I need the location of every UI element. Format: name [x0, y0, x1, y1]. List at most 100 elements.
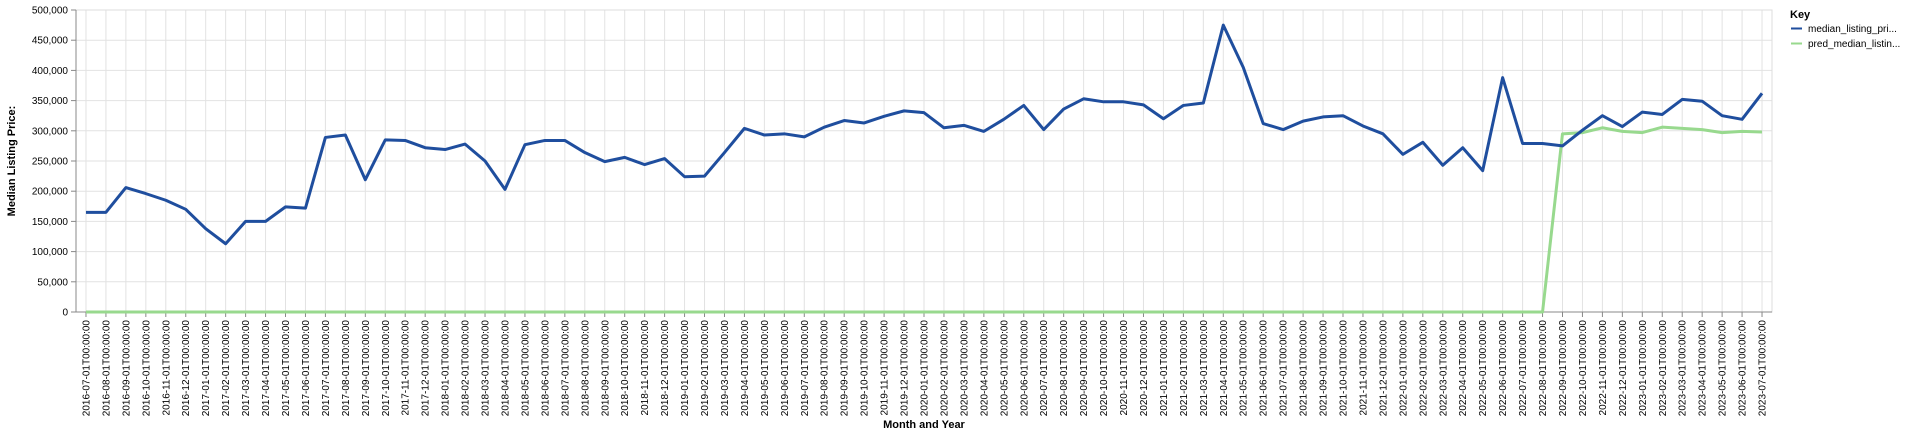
x-tick-label: 2023-01-01T00:00:00	[1638, 320, 1649, 417]
x-tick-label: 2021-12-01T00:00:00	[1378, 320, 1389, 417]
x-tick-label: 2019-04-01T00:00:00	[740, 320, 751, 417]
x-tick-label: 2019-12-01T00:00:00	[900, 320, 911, 417]
x-tick-label: 2017-03-01T00:00:00	[241, 320, 252, 417]
x-tick-label: 2019-02-01T00:00:00	[700, 320, 711, 417]
x-tick-label: 2020-06-01T00:00:00	[1019, 320, 1030, 417]
x-tick-label: 2018-12-01T00:00:00	[660, 320, 671, 417]
x-tick-label: 2021-05-01T00:00:00	[1239, 320, 1250, 417]
legend: Key median_listing_pri... pred_median_lis…	[1790, 9, 1900, 50]
x-tick-label: 2017-06-01T00:00:00	[301, 320, 312, 417]
y-tick-label: 200,000	[32, 187, 69, 198]
legend-label: median_listing_pri...	[1808, 24, 1897, 35]
x-tick-label: 2019-06-01T00:00:00	[780, 320, 791, 417]
x-tick-label: 2020-08-01T00:00:00	[1059, 320, 1070, 417]
y-tick-label: 400,000	[32, 66, 69, 77]
x-tick-label: 2018-06-01T00:00:00	[540, 320, 551, 417]
x-tick-label: 2021-09-01T00:00:00	[1319, 320, 1330, 417]
legend-title: Key	[1790, 9, 1811, 21]
x-tick-label: 2016-07-01T00:00:00	[81, 320, 92, 417]
x-axis-title: Month and Year	[883, 419, 965, 431]
x-tick-label: 2021-11-01T00:00:00	[1358, 320, 1369, 416]
x-tick-label: 2023-02-01T00:00:00	[1658, 320, 1669, 417]
x-tick-label: 2019-05-01T00:00:00	[760, 320, 771, 417]
x-tick-label: 2022-08-01T00:00:00	[1538, 320, 1549, 417]
x-tick-label: 2019-08-01T00:00:00	[820, 320, 831, 417]
x-tick-label: 2017-08-01T00:00:00	[341, 320, 352, 417]
x-tick-label: 2020-04-01T00:00:00	[979, 320, 990, 417]
y-axis-ticks: 0 50,000 100,000 150,000 200,000 250,000 300,0…	[32, 6, 76, 319]
x-tick-label: 2021-08-01T00:00:00	[1299, 320, 1310, 417]
x-tick-label: 2019-09-01T00:00:00	[840, 320, 851, 417]
series-line-median-listing-price	[85, 23, 1764, 246]
x-tick-label: 2021-04-01T00:00:00	[1219, 320, 1230, 417]
x-tick-label: 2022-07-01T00:00:00	[1518, 320, 1529, 417]
x-tick-label: 2019-01-01T00:00:00	[680, 320, 691, 417]
x-tick-label: 2020-09-01T00:00:00	[1079, 320, 1090, 417]
x-tick-label: 2021-06-01T00:00:00	[1259, 320, 1270, 417]
x-tick-label: 2017-11-01T00:00:00	[401, 320, 412, 416]
x-tick-label: 2023-05-01T00:00:00	[1718, 320, 1729, 417]
x-tick-label: 2018-08-01T00:00:00	[580, 320, 591, 417]
legend-label: pred_median_listin...	[1808, 39, 1900, 50]
x-tick-label: 2017-09-01T00:00:00	[361, 320, 372, 417]
x-tick-label: 2016-10-01T00:00:00	[141, 320, 152, 417]
y-tick-label: 0	[62, 308, 68, 319]
x-tick-label: 2022-04-01T00:00:00	[1458, 320, 1469, 417]
x-tick-label: 2023-07-01T00:00:00	[1758, 320, 1769, 417]
x-tick-label: 2023-04-01T00:00:00	[1698, 320, 1709, 417]
y-axis-title: Median Listing Price:	[6, 106, 18, 217]
x-tick-label: 2022-05-01T00:00:00	[1478, 320, 1489, 417]
series-line-pred-median-listing-price	[85, 125, 1763, 314]
x-tick-label: 2017-07-01T00:00:00	[321, 320, 332, 417]
x-axis-ticks: 2016-07-01T00:00:00 2016-08-01T00:00:00 20…	[81, 312, 1769, 417]
x-tick-label: 2021-03-01T00:00:00	[1199, 320, 1210, 417]
x-tick-label: 2020-02-01T00:00:00	[939, 320, 950, 417]
x-tick-label: 2022-11-01T00:00:00	[1598, 320, 1609, 416]
x-tick-label: 2022-02-01T00:00:00	[1418, 320, 1429, 417]
x-tick-label: 2022-09-01T00:00:00	[1558, 320, 1569, 417]
x-tick-label: 2020-07-01T00:00:00	[1039, 320, 1050, 417]
x-tick-label: 2023-06-01T00:00:00	[1738, 320, 1749, 417]
y-tick-label: 500,000	[32, 6, 69, 17]
y-tick-label: 450,000	[32, 36, 69, 47]
x-tick-label: 2023-03-01T00:00:00	[1678, 320, 1689, 417]
x-tick-label: 2016-11-01T00:00:00	[161, 320, 172, 416]
x-tick-label: 2017-10-01T00:00:00	[381, 320, 392, 417]
x-tick-label: 2018-03-01T00:00:00	[481, 320, 492, 417]
x-tick-label: 2018-05-01T00:00:00	[520, 320, 531, 417]
x-tick-label: 2021-10-01T00:00:00	[1339, 320, 1350, 417]
x-tick-label: 2022-12-01T00:00:00	[1618, 320, 1629, 417]
x-tick-label: 2016-12-01T00:00:00	[181, 320, 192, 417]
x-tick-label: 2022-10-01T00:00:00	[1578, 320, 1589, 417]
x-tick-label: 2017-02-01T00:00:00	[221, 320, 232, 417]
x-tick-label: 2021-01-01T00:00:00	[1159, 320, 1170, 417]
x-tick-label: 2017-05-01T00:00:00	[281, 320, 292, 417]
x-tick-label: 2022-03-01T00:00:00	[1438, 320, 1449, 417]
x-tick-label: 2019-11-01T00:00:00	[880, 320, 891, 416]
x-tick-label: 2020-05-01T00:00:00	[999, 320, 1010, 417]
x-tick-label: 2020-11-01T00:00:00	[1119, 320, 1130, 416]
x-tick-label: 2020-03-01T00:00:00	[959, 320, 970, 417]
x-tick-label: 2016-09-01T00:00:00	[121, 320, 132, 417]
x-tick-label: 2021-02-01T00:00:00	[1179, 320, 1190, 417]
y-tick-label: 100,000	[32, 247, 69, 258]
x-tick-label: 2016-08-01T00:00:00	[101, 320, 112, 417]
x-tick-label: 2017-01-01T00:00:00	[201, 320, 212, 417]
x-tick-label: 2018-11-01T00:00:00	[640, 320, 651, 416]
x-tick-label: 2018-07-01T00:00:00	[560, 320, 571, 417]
x-tick-label: 2019-10-01T00:00:00	[860, 320, 871, 417]
x-tick-label: 2018-04-01T00:00:00	[500, 320, 511, 417]
y-tick-label: 350,000	[32, 96, 69, 107]
x-tick-label: 2018-02-01T00:00:00	[461, 320, 472, 417]
x-tick-label: 2020-12-01T00:00:00	[1139, 320, 1150, 417]
series-lines	[85, 23, 1764, 314]
x-tick-label: 2018-09-01T00:00:00	[600, 320, 611, 417]
x-tick-label: 2021-07-01T00:00:00	[1279, 320, 1290, 417]
x-tick-label: 2020-01-01T00:00:00	[920, 320, 931, 417]
x-tick-label: 2018-01-01T00:00:00	[441, 320, 452, 417]
x-tick-label: 2022-06-01T00:00:00	[1498, 320, 1509, 417]
x-tick-label: 2018-10-01T00:00:00	[620, 320, 631, 417]
x-tick-label: 2020-10-01T00:00:00	[1099, 320, 1110, 417]
x-tick-label: 2017-12-01T00:00:00	[421, 320, 432, 417]
